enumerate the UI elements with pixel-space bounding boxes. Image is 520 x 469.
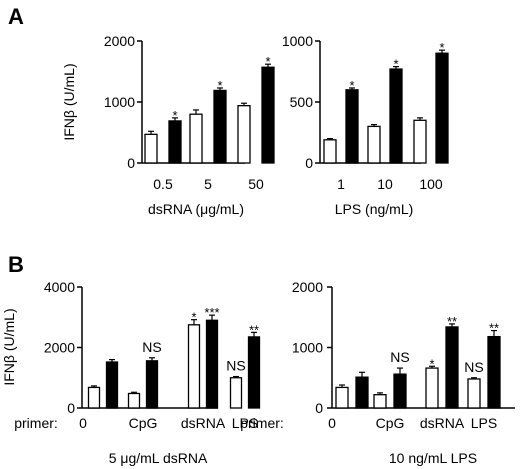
significance-stars: *** bbox=[204, 305, 219, 320]
bar-filled bbox=[487, 335, 501, 409]
significance-ns: NS bbox=[142, 339, 161, 355]
significance-stars: * bbox=[172, 108, 177, 123]
significance-stars: * bbox=[217, 78, 222, 93]
bar-open bbox=[367, 125, 381, 164]
bar-filled bbox=[261, 66, 275, 164]
significance-stars: * bbox=[349, 78, 354, 93]
bar-filled bbox=[105, 361, 119, 409]
y-tick-label: 2000 bbox=[104, 33, 135, 49]
y-tick-label: 0 bbox=[127, 155, 135, 171]
x-axis-label: 5 μg/mL dsRNA bbox=[109, 450, 208, 466]
y-tick-label: 1000 bbox=[104, 94, 135, 110]
bar-open bbox=[413, 119, 427, 164]
bar-filled bbox=[205, 319, 219, 409]
significance-stars: ** bbox=[447, 314, 457, 329]
y-tick-label: 1000 bbox=[292, 340, 323, 356]
bar-open bbox=[189, 113, 203, 164]
significance-ns: NS bbox=[390, 349, 409, 365]
y-tick-label: 0 bbox=[67, 400, 75, 416]
x-category-label: dsRNA bbox=[181, 415, 226, 431]
panel-letter-a: A bbox=[8, 4, 24, 29]
y-tick-label: 1000 bbox=[282, 33, 313, 49]
bar-filled bbox=[389, 68, 403, 164]
x-category-label: 5 bbox=[204, 176, 212, 192]
significance-stars: ** bbox=[489, 321, 499, 336]
bar-open bbox=[87, 386, 101, 409]
significance-ns: NS bbox=[226, 358, 245, 374]
y-tick-label: 2000 bbox=[292, 279, 323, 295]
x-category-label: 100 bbox=[419, 176, 443, 192]
bar-open bbox=[425, 367, 439, 409]
bar-filled bbox=[445, 326, 459, 409]
x-category-label: 0 bbox=[79, 415, 87, 431]
bar-filled bbox=[345, 89, 359, 164]
y-tick-label: 2000 bbox=[44, 340, 75, 356]
x-axis-label: dsRNA (μg/mL) bbox=[148, 201, 244, 217]
y-tick-label: 500 bbox=[290, 94, 314, 110]
bar-filled bbox=[145, 360, 159, 409]
bar-open bbox=[467, 378, 481, 409]
bar-open bbox=[187, 324, 201, 409]
x-category-label: LPS bbox=[471, 415, 497, 431]
significance-stars: ** bbox=[249, 322, 259, 337]
x-category-label: 0.5 bbox=[153, 176, 173, 192]
significance-stars: * bbox=[265, 54, 270, 69]
bar-open bbox=[373, 394, 387, 409]
x-category-label: LPS bbox=[232, 415, 258, 431]
x-axis-label: LPS (ng/mL) bbox=[335, 201, 414, 217]
significance-stars: * bbox=[429, 356, 434, 371]
panel-letter-b: B bbox=[8, 252, 24, 277]
bar-filled bbox=[435, 52, 449, 164]
bar-filled bbox=[213, 89, 227, 164]
bar-open bbox=[237, 105, 251, 164]
bar-open bbox=[144, 133, 158, 164]
significance-stars: * bbox=[191, 310, 196, 325]
significance-stars: * bbox=[439, 40, 444, 55]
significance-ns: NS bbox=[464, 359, 483, 375]
bar-open bbox=[127, 392, 141, 409]
x-category-label: dsRNA bbox=[420, 415, 465, 431]
y-axis-label: IFNβ (U/mL) bbox=[1, 308, 17, 385]
y-tick-label: 0 bbox=[315, 400, 323, 416]
bar-open bbox=[335, 386, 349, 409]
chart-lps-panel-a: 0 500 1000 * * * 1 10 100 LPS (ng/mL) bbox=[282, 33, 449, 217]
y-axis-label: IFNβ (U/mL) bbox=[61, 63, 77, 140]
x-axis-label: 10 ng/mL LPS bbox=[389, 450, 477, 466]
significance-stars: * bbox=[393, 57, 398, 72]
x-category-label: 10 bbox=[377, 176, 393, 192]
bar-filled bbox=[355, 376, 369, 409]
x-prefix-label: primer: bbox=[14, 415, 58, 431]
x-category-label: 0 bbox=[328, 415, 336, 431]
bar-open bbox=[323, 139, 337, 164]
x-category-label: 50 bbox=[248, 176, 264, 192]
bar-filled bbox=[168, 120, 182, 164]
y-tick-label: 0 bbox=[305, 155, 313, 171]
bar-filled bbox=[247, 336, 261, 409]
x-category-label: 1 bbox=[337, 176, 345, 192]
y-tick-label: 4000 bbox=[44, 279, 75, 295]
bar-open bbox=[229, 377, 243, 409]
x-category-label: CpG bbox=[376, 415, 405, 431]
x-prefix-label: primer: bbox=[240, 415, 284, 431]
bar-filled bbox=[393, 373, 407, 409]
x-category-label: CpG bbox=[129, 415, 158, 431]
